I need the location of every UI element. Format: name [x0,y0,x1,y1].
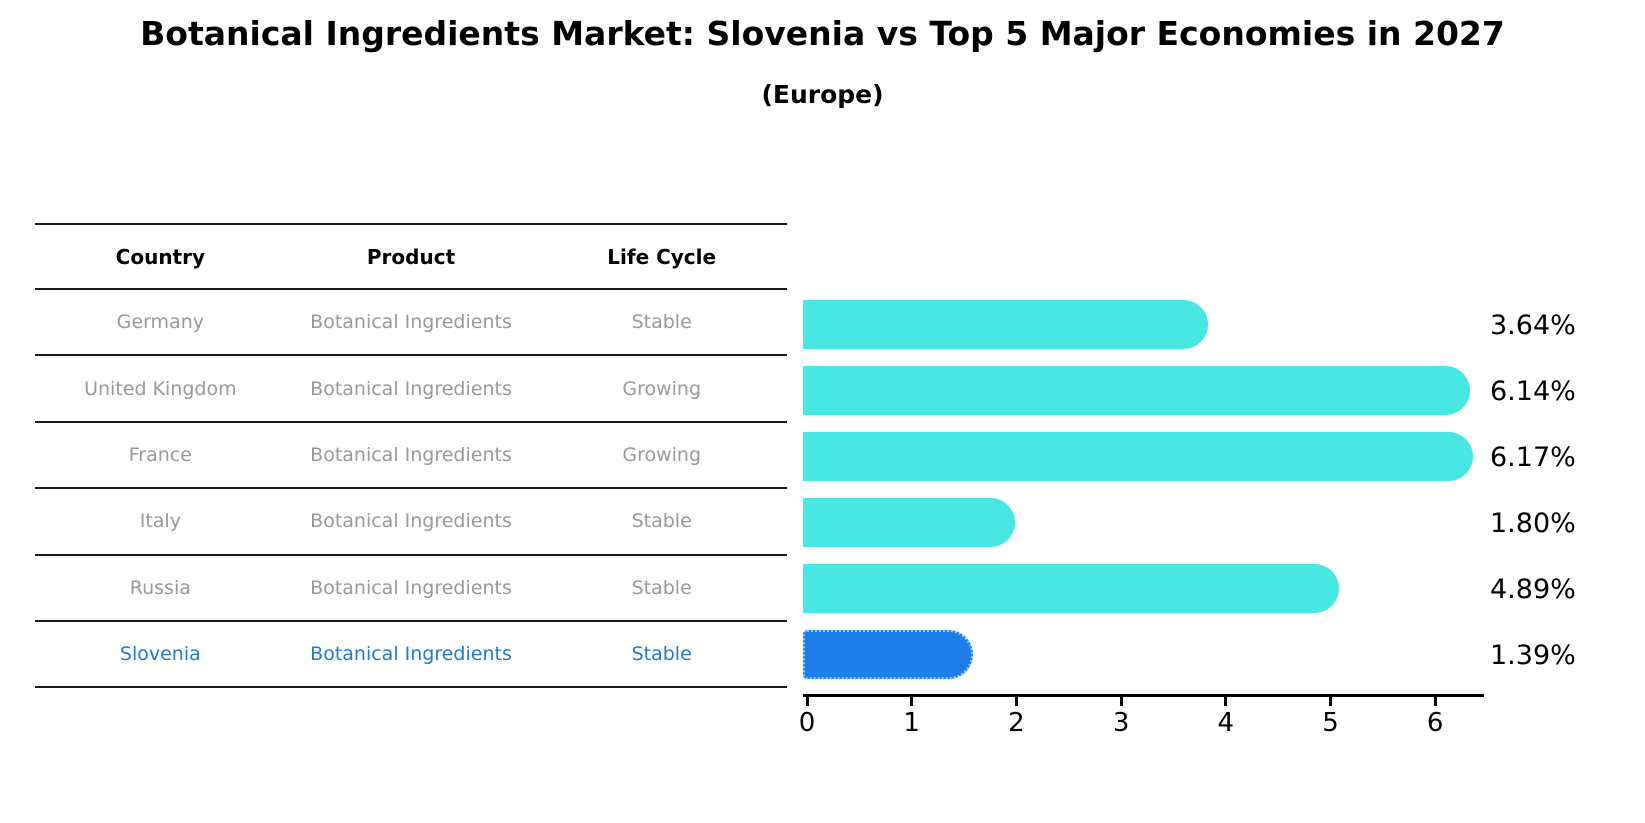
table-header-row: Country Product Life Cycle [35,223,787,288]
product-cell: Botanical Ingredients [310,377,512,400]
table-row: United Kingdom Botanical Ingredients Gro… [35,354,787,420]
table-row: France Botanical Ingredients Growing [35,420,787,487]
life-cycle-cell: Stable [631,311,692,334]
data-table: Country Product Life Cycle Germany Botan… [35,223,787,689]
x-axis-tick-label: 3 [1112,708,1130,738]
x-axis-tick-label: 2 [1008,708,1025,738]
country-cell: Slovenia [119,643,201,666]
bar-highlighted [803,629,973,679]
country-cell: Russia [129,576,191,599]
product-cell: Botanical Ingredients [310,443,512,466]
bar-value-label: 1.80% [1490,508,1576,539]
product-cell: Botanical Ingredients [310,576,512,599]
life-cycle-cell: Stable [631,576,692,599]
x-axis-tick-mark [1119,697,1123,706]
x-axis-line [803,694,1484,697]
bar-value-label: 1.39% [1490,640,1576,671]
chart-title: Botanical Ingredients Market: Slovenia v… [140,14,1505,53]
x-axis-tick-mark [1329,697,1332,706]
life-cycle-cell: Stable [631,643,692,666]
x-axis-tick-mark [1014,697,1018,706]
table-row-highlighted: Slovenia Botanical Ingredients Stable [35,619,787,686]
x-axis-tick-label: 5 [1322,708,1339,738]
country-cell: United Kingdom [84,377,237,400]
bar-value-label: 4.89% [1490,574,1576,605]
column-header-country: Country [115,244,206,269]
x-axis-tick-label: 4 [1217,708,1235,738]
x-axis-tick-label: 6 [1426,708,1444,738]
bar-value-label: 6.14% [1490,376,1576,407]
column-header-product: Product [366,244,456,269]
table-row: Russia Botanical Ingredients Stable [35,553,787,620]
table-row: Germany Botanical Ingredients Stable [35,288,787,354]
bar [803,365,1470,415]
life-cycle-cell: Stable [631,510,692,533]
x-axis-tick-label: 1 [903,708,920,738]
bar [803,299,1209,349]
chart-subtitle: (Europe) [761,80,884,109]
x-axis-tick-mark [805,697,809,706]
column-header-life-cycle: Life Cycle [607,244,717,269]
bar [803,563,1339,613]
life-cycle-cell: Growing [622,377,702,400]
country-cell: Italy [139,510,181,533]
life-cycle-cell: Growing [622,443,702,466]
product-cell: Botanical Ingredients [310,510,512,533]
x-axis-tick-label: 0 [798,708,816,738]
country-cell: France [128,443,192,466]
table-row: Italy Botanical Ingredients Stable [35,487,787,553]
bar [803,431,1473,481]
x-axis-tick-mark [910,697,914,706]
product-cell: Botanical Ingredients [310,311,512,334]
product-cell: Botanical Ingredients [310,643,512,666]
bar-value-label: 3.64% [1490,310,1576,341]
bar-value-label: 6.17% [1490,442,1576,473]
x-axis-tick-mark [1433,697,1437,706]
country-cell: Germany [116,311,204,334]
x-axis-tick-mark [1224,697,1228,706]
bar [803,497,1016,547]
